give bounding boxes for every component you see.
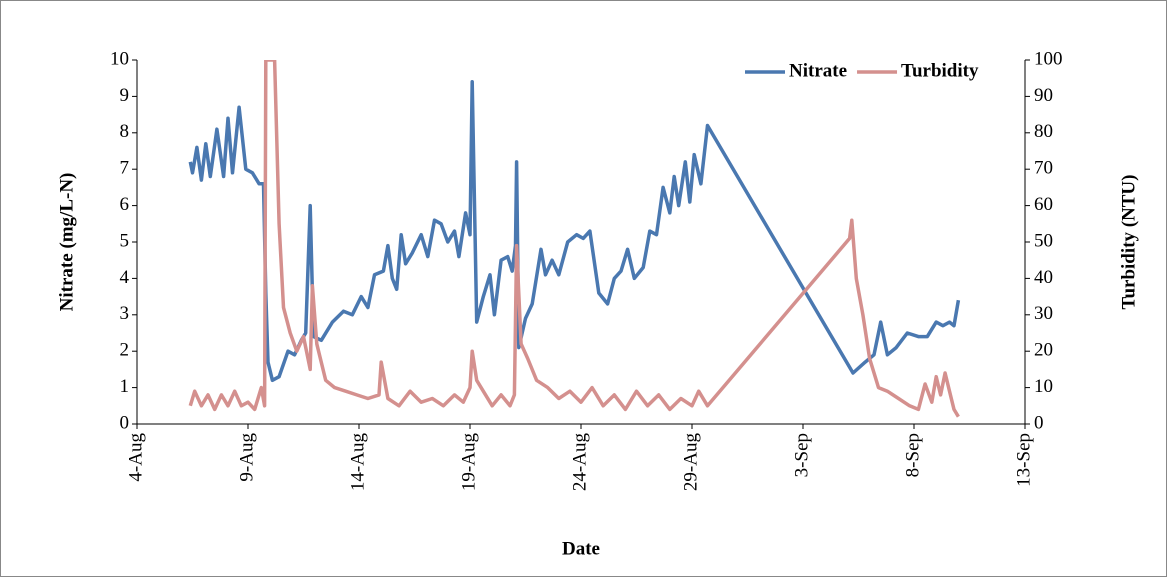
y-tick-label: 2 xyxy=(120,340,130,361)
y-tick-label: 3 xyxy=(120,303,130,324)
y2-axis-title: Turbidity (NTU) xyxy=(1118,175,1139,310)
y-tick-label: 4 xyxy=(120,267,130,288)
y2-tick-label: 80 xyxy=(1034,121,1053,142)
x-tick-label: 14-Aug xyxy=(347,433,368,492)
y2-tick-label: 60 xyxy=(1034,194,1053,215)
y2-tick-label: 10 xyxy=(1034,376,1053,397)
y-axis-title: Nitrate (mg/L-N) xyxy=(56,173,77,312)
y2-tick-label: 90 xyxy=(1034,85,1053,106)
series-line xyxy=(188,60,960,418)
y2-tick-label: 50 xyxy=(1034,230,1053,251)
x-tick-label: 24-Aug xyxy=(569,433,590,492)
y2-tick-label: 100 xyxy=(1034,48,1063,69)
y2-tick-label: 70 xyxy=(1034,158,1053,179)
y2-tick-label: 0 xyxy=(1034,412,1044,433)
y-tick-label: 5 xyxy=(120,230,130,251)
x-tick-label: 3-Sep xyxy=(791,433,812,477)
x-tick-label: 13-Sep xyxy=(1013,433,1034,487)
x-tick-label: 9-Aug xyxy=(236,433,257,482)
y-tick-label: 8 xyxy=(120,121,130,142)
legend-text: Nitrate xyxy=(789,60,847,81)
x-tick-label: 19-Aug xyxy=(458,433,479,492)
x-tick-label: 4-Aug xyxy=(125,433,146,482)
y-tick-label: 0 xyxy=(120,412,130,433)
x-tick-label: 8-Sep xyxy=(902,433,923,477)
legend-text: Turbidity xyxy=(901,60,979,81)
y-tick-label: 6 xyxy=(120,194,130,215)
series-line xyxy=(188,80,961,383)
x-axis-title: Date xyxy=(562,538,600,559)
y-tick-label: 10 xyxy=(110,48,129,69)
x-tick-label: 29-Aug xyxy=(680,433,701,492)
y2-tick-label: 40 xyxy=(1034,267,1053,288)
y-tick-label: 9 xyxy=(120,85,130,106)
y2-tick-label: 20 xyxy=(1034,340,1053,361)
y-tick-label: 7 xyxy=(120,158,130,179)
y2-tick-label: 30 xyxy=(1034,303,1053,324)
y-tick-label: 1 xyxy=(120,376,130,397)
